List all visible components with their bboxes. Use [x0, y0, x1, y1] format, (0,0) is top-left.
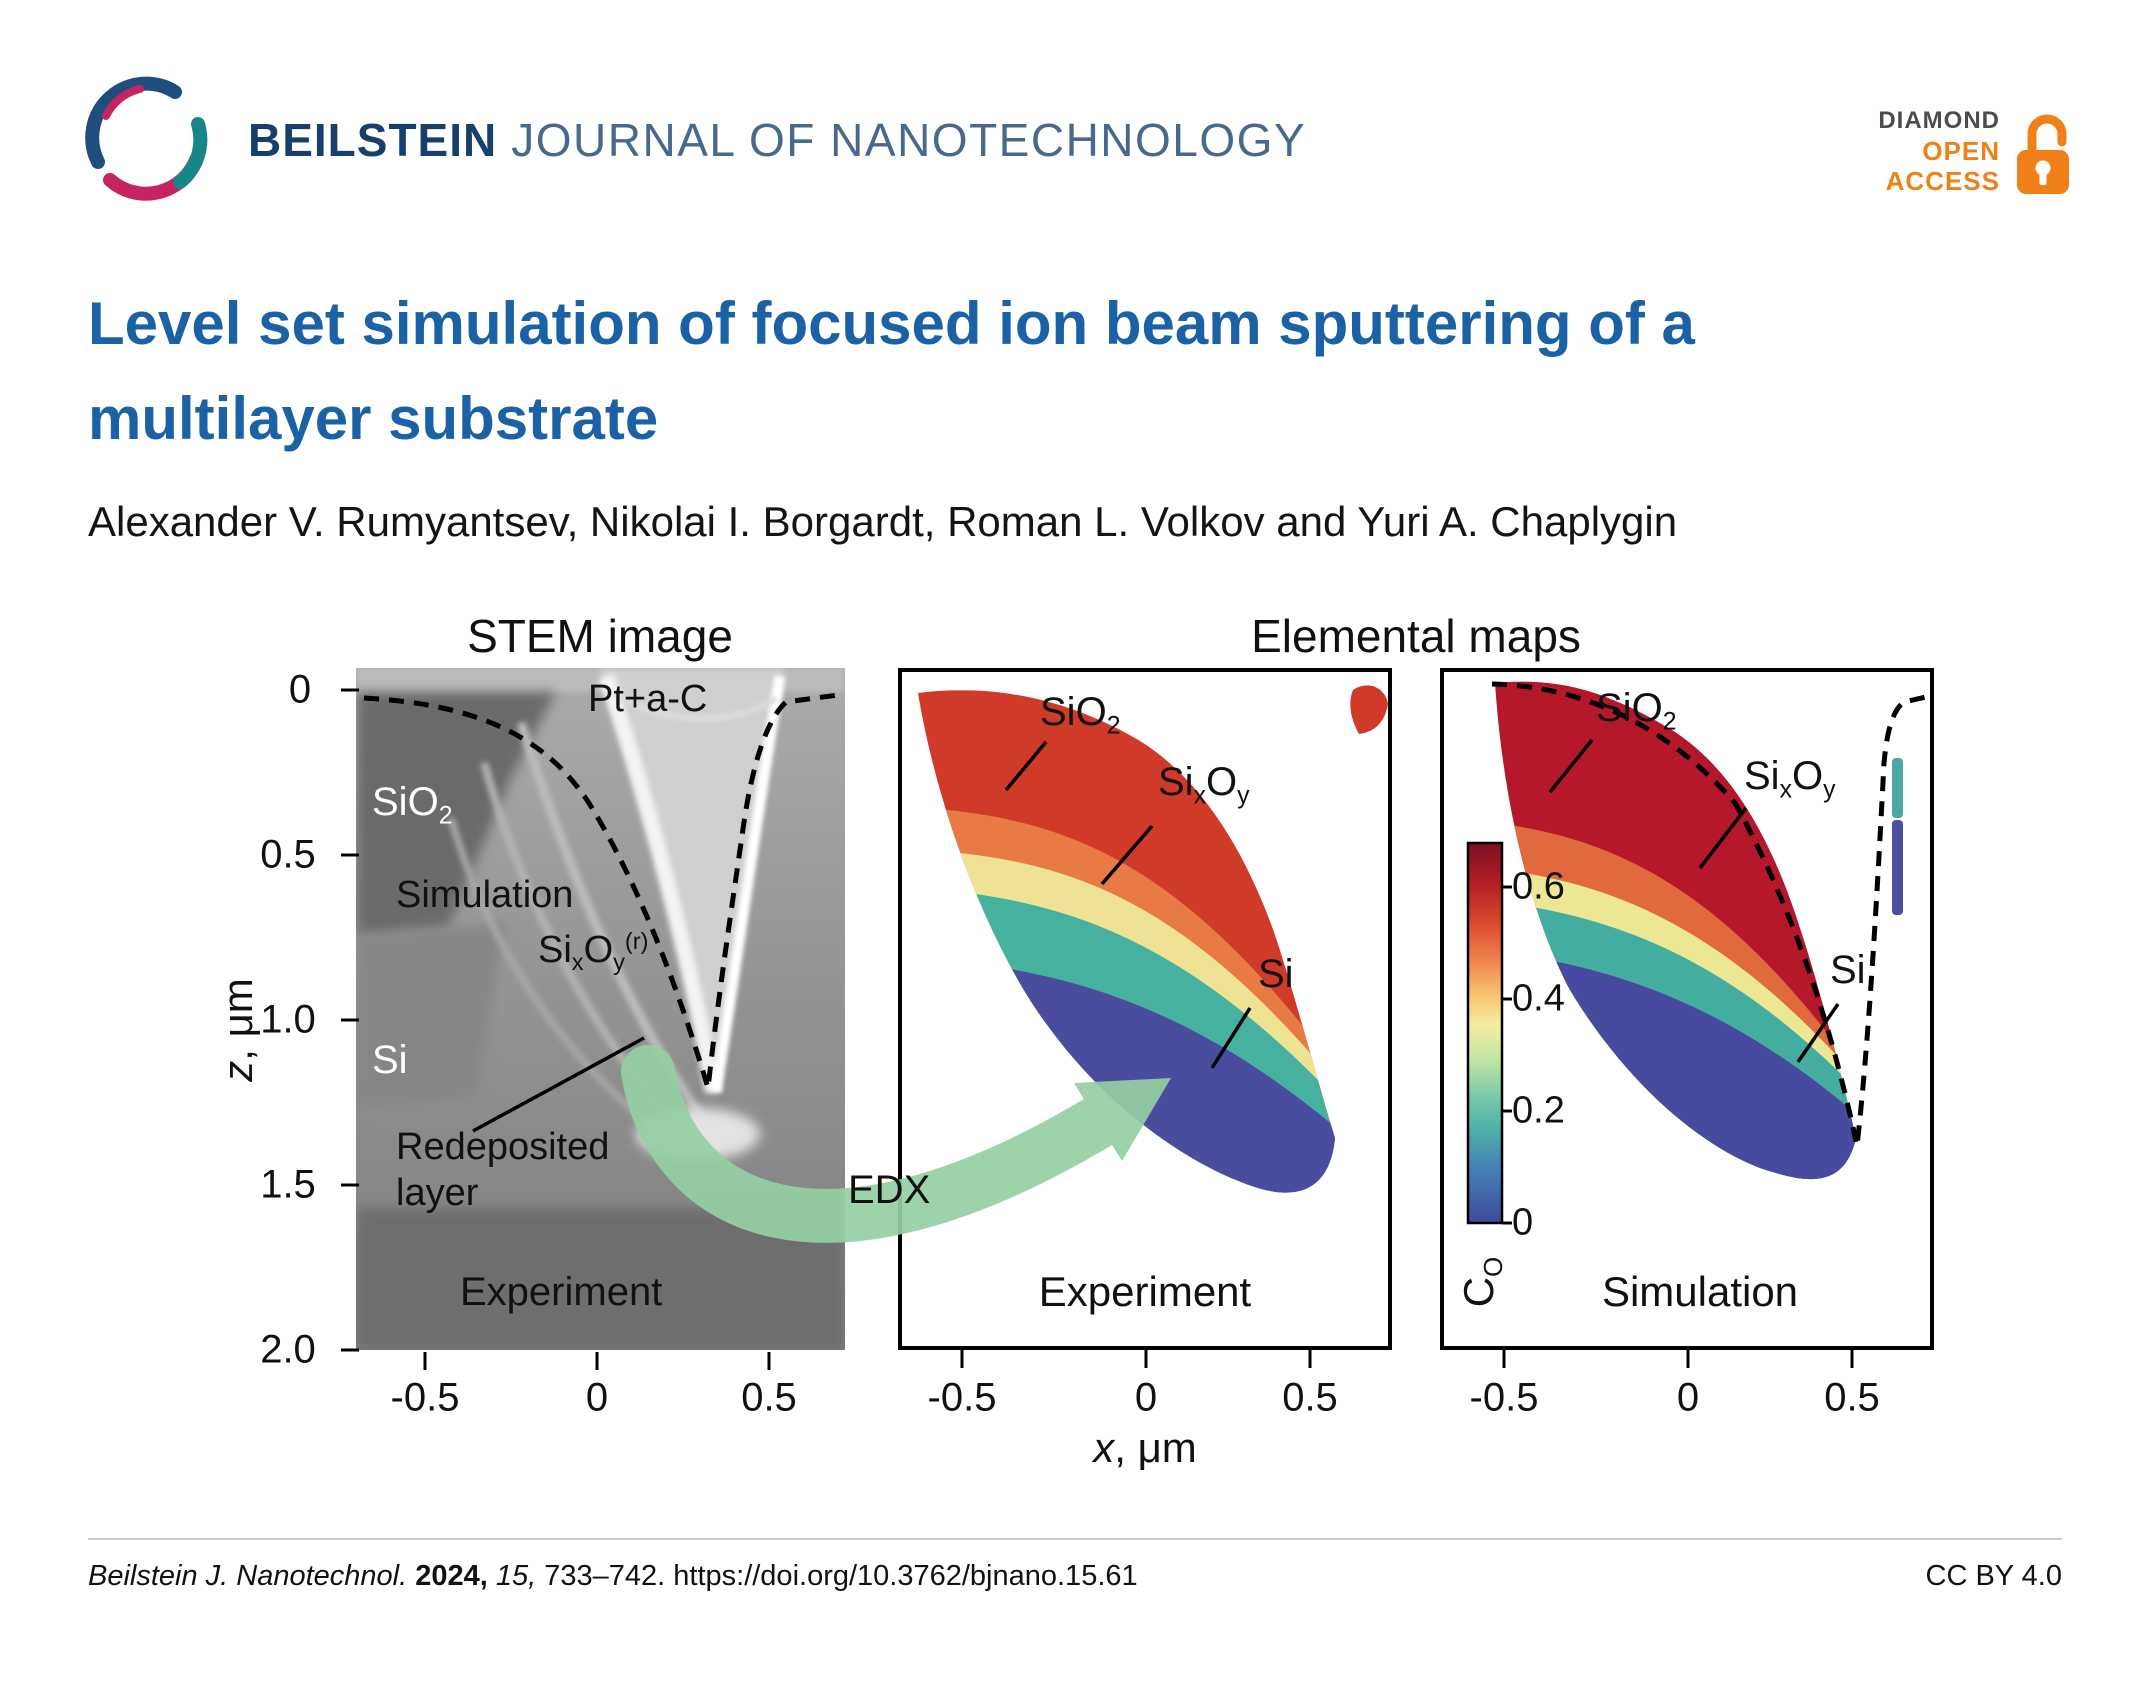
simulation-x-tick-neg05: -0.5 [1469, 1375, 1539, 1420]
z-axis-variable: z [214, 1060, 261, 1082]
experiment-map-panel [898, 668, 1392, 1350]
colorbar-axis-label: CO [1454, 1256, 1509, 1308]
footer-divider [88, 1538, 2062, 1540]
z-tick-10: 1.0 [260, 997, 316, 1042]
logo-swirl [85, 76, 208, 201]
z-tick-05: 0.5 [260, 832, 316, 877]
simulation-surface-dashed-line [1491, 681, 1931, 1147]
stem-label-experiment: Experiment [460, 1270, 663, 1314]
simulation-x-tick-0: 0 [1676, 1375, 1700, 1420]
colorbar-tick-06: 0.6 [1512, 865, 1565, 908]
journal-name: BEILSTEIN JOURNAL OF NANOTECHNOLOGY [248, 112, 1306, 168]
elemental-maps-title: Elemental maps [1251, 610, 1581, 662]
experiment-x-tick-0: 0 [1134, 1375, 1158, 1420]
simulation-map-right-wall-strip [1892, 758, 1903, 915]
article-title-line2: multilayer substrate [88, 385, 659, 452]
x-axis-unit: , μm [1114, 1424, 1197, 1471]
citation-journal: Beilstein J. Nanotechnol. [88, 1560, 408, 1592]
beilstein-logo [85, 76, 208, 201]
citation-volume: 15, [495, 1560, 545, 1592]
experiment-map-caption: Experiment [1038, 1268, 1252, 1315]
simulation-label-sixoy: SixOy [1744, 754, 1836, 804]
z-tick-15: 1.5 [260, 1162, 316, 1207]
colorbar-tick-04: 0.4 [1512, 977, 1565, 1020]
stem-label-redeposited-line1: Redeposited [396, 1126, 610, 1168]
stem-image-panel [356, 668, 845, 1350]
edx-label: EDX [848, 1168, 931, 1212]
stem-x-tick-0: 0 [585, 1375, 609, 1420]
stem-micrograph [356, 668, 845, 1350]
article-authors: Alexander V. Rumyantsev, Nikolai I. Borg… [88, 498, 1678, 545]
journal-name-rest: JOURNAL OF NANOTECHNOLOGY [511, 114, 1307, 166]
z-axis-label: z, μm [214, 978, 262, 1082]
stem-label-sixoyr: SixOy(r) [538, 928, 649, 976]
badge-access-label: ACCESS [1885, 166, 2000, 196]
article-title-line1: Level set simulation of focused ion beam… [88, 290, 1695, 357]
journal-name-bold: BEILSTEIN [248, 114, 498, 166]
article-title: Level set simulation of focused ion beam… [88, 276, 1695, 466]
z-tick-0: 0 [288, 667, 312, 712]
simulation-contour-dashed-line [363, 692, 839, 1089]
colorbar-tick-0: 0 [1512, 1201, 1534, 1244]
stem-x-tick-neg05: -0.5 [390, 1375, 460, 1420]
badge-diamond-label: DIAMOND [1878, 107, 2000, 134]
stem-x-axis-tick-marks [423, 1352, 771, 1370]
x-axis-variable: x [1093, 1424, 1115, 1471]
badge-open-label: OPEN [1922, 136, 2000, 166]
stem-label-pt-a-c: Pt+a-C [588, 678, 708, 720]
open-access-badge: DIAMOND OPEN ACCESS [1878, 106, 2000, 196]
z-tick-20: 2.0 [260, 1327, 316, 1372]
citation-year: 2024, [407, 1560, 496, 1592]
stem-panel-title: STEM image [467, 610, 733, 662]
citation-pages-doi: 733–742. https://doi.org/10.3762/bjnano.… [544, 1560, 1138, 1592]
simulation-label-sio2: SiO2 [1596, 686, 1677, 736]
simulation-x-tick-05: 0.5 [1824, 1375, 1880, 1420]
stem-label-si: Si [372, 1038, 408, 1082]
stem-label-simulation: Simulation [396, 874, 574, 916]
experiment-label-sio2: SiO2 [1040, 690, 1121, 740]
stem-label-redeposited-layer: Redeposited layer [396, 1124, 609, 1216]
stem-x-tick-05: 0.5 [741, 1375, 797, 1420]
colorbar-tick-02: 0.2 [1512, 1089, 1565, 1132]
license-label: CC BY 4.0 [1925, 1560, 2062, 1592]
experiment-label-sixoy: SixOy [1158, 760, 1250, 810]
z-axis-unit: , μm [214, 978, 261, 1061]
experiment-x-tick-neg05: -0.5 [927, 1375, 997, 1420]
experiment-map-right-wall-patch [1350, 685, 1388, 734]
citation: Beilstein J. Nanotechnol. 2024, 15, 733–… [88, 1560, 1138, 1593]
simulation-map-caption: Simulation [1601, 1268, 1799, 1315]
concentration-colorbar [1466, 841, 1512, 1225]
open-lock-icon [2017, 114, 2069, 194]
redeposited-layer-pointer-line [472, 1036, 645, 1133]
simulation-label-si: Si [1830, 948, 1866, 992]
experiment-label-si: Si [1258, 952, 1294, 996]
stem-label-sio2: SiO2 [372, 780, 453, 830]
experiment-x-tick-05: 0.5 [1282, 1375, 1338, 1420]
x-axis-label: x, μm [1093, 1424, 1197, 1472]
stem-label-redeposited-line2: layer [396, 1172, 479, 1214]
